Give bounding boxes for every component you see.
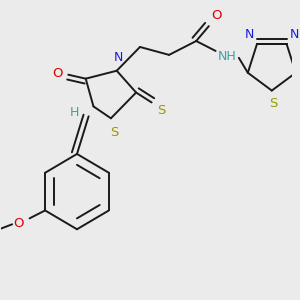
Text: N: N — [244, 28, 254, 40]
Text: S: S — [110, 126, 118, 139]
Text: N: N — [290, 28, 299, 40]
Text: N: N — [114, 51, 123, 64]
Text: O: O — [211, 9, 222, 22]
Text: H: H — [69, 106, 79, 119]
Text: O: O — [52, 67, 63, 80]
Text: S: S — [270, 97, 278, 110]
Text: NH: NH — [218, 50, 237, 63]
Text: S: S — [157, 104, 166, 117]
Text: O: O — [14, 217, 24, 230]
